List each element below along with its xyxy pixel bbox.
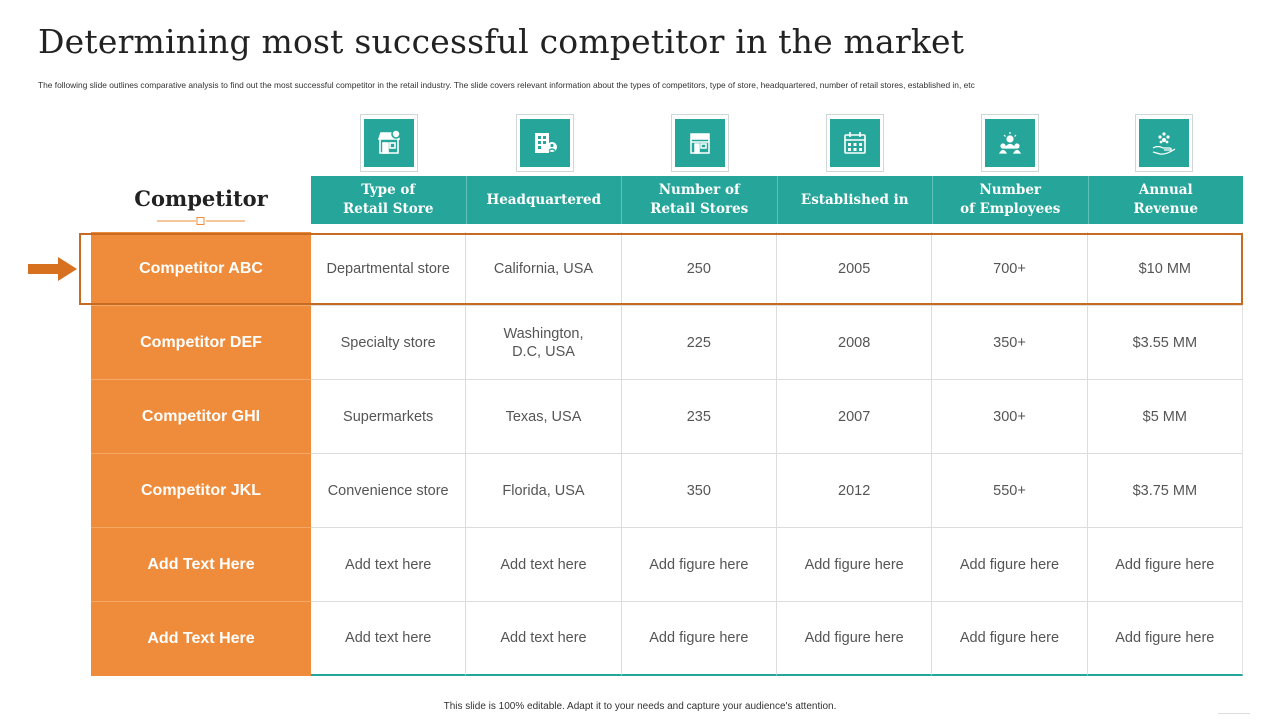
cell-headquartered: Washington, D.C, USA — [466, 306, 622, 380]
competitor-name: Add Text Here — [91, 602, 311, 676]
cell-retail-stores: 225 — [621, 306, 777, 380]
heading-underline-ornament — [157, 217, 245, 225]
cell-revenue: Add figure here — [1087, 528, 1243, 602]
cell-retail-stores: 350 — [621, 454, 777, 528]
revenue-hand-icon — [1152, 132, 1176, 155]
cell-headquartered: Add text here — [466, 528, 622, 602]
calendar-icon — [844, 132, 866, 154]
cell-store-type: Add text here — [311, 528, 467, 602]
team-icon — [998, 132, 1022, 154]
cell-established: 2007 — [776, 380, 933, 454]
column-header-established: Established in — [778, 176, 933, 224]
team-icon-box — [981, 114, 1039, 172]
cell-established: 2005 — [776, 232, 933, 306]
cell-revenue: Add figure here — [1087, 602, 1243, 676]
shop-front-icon — [690, 133, 710, 154]
cell-revenue: $3.55 MM — [1087, 306, 1243, 380]
table-row: Competitor JKL Convenience store Florida… — [91, 454, 1243, 528]
cell-employees: 700+ — [932, 232, 1088, 306]
cell-store-type: Convenience store — [311, 454, 467, 528]
cell-employees: 350+ — [932, 306, 1088, 380]
cell-headquartered: California, USA — [466, 232, 622, 306]
table-row: Competitor GHI Supermarkets Texas, USA 2… — [91, 380, 1243, 454]
cell-employees: Add figure here — [932, 528, 1088, 602]
column-header-retail-stores: Number of Retail Stores — [622, 176, 778, 224]
cell-retail-stores: 250 — [621, 232, 777, 306]
cell-established: Add figure here — [776, 602, 933, 676]
competitor-column-title: Competitor — [134, 186, 268, 211]
competitor-name: Competitor ABC — [91, 232, 311, 306]
competitor-name: Competitor JKL — [91, 454, 311, 528]
slide-title: Determining most successful competitor i… — [38, 22, 965, 61]
revenue-hand-icon-box — [1135, 114, 1193, 172]
cell-headquartered: Florida, USA — [466, 454, 622, 528]
cell-store-type: Specialty store — [311, 306, 467, 380]
cell-store-type: Supermarkets — [311, 380, 467, 454]
cell-employees: 300+ — [932, 380, 1088, 454]
slide-subtitle: The following slide outlines comparative… — [38, 80, 975, 90]
competitor-name: Add Text Here — [91, 528, 311, 602]
cell-store-type: Add text here — [311, 602, 467, 676]
competitor-name: Competitor DEF — [91, 306, 311, 380]
competitor-name: Competitor GHI — [91, 380, 311, 454]
table-row: Competitor ABC Departmental store Califo… — [91, 232, 1243, 306]
column-header-employees: Number of Employees — [933, 176, 1089, 224]
cell-established: 2012 — [776, 454, 933, 528]
cell-revenue: $3.75 MM — [1087, 454, 1243, 528]
cell-retail-stores: 235 — [621, 380, 777, 454]
arrow-right-icon — [28, 257, 77, 281]
column-header-headquartered: Headquartered — [467, 176, 622, 224]
cell-store-type: Departmental store — [311, 232, 467, 306]
table-row: Competitor DEF Specialty store Washingto… — [91, 306, 1243, 380]
cell-established: Add figure here — [776, 528, 933, 602]
store-icon — [377, 129, 401, 154]
column-header-store-type: Type of Retail Store — [311, 176, 467, 224]
calendar-icon-box — [826, 114, 884, 172]
cell-retail-stores: Add figure here — [621, 602, 777, 676]
column-header-revenue: Annual Revenue — [1133, 182, 1198, 217]
slide-footer-note: This slide is 100% editable. Adapt it to… — [443, 701, 837, 712]
office-building-icon-box — [516, 114, 574, 172]
cell-employees: 550+ — [932, 454, 1088, 528]
cell-headquartered: Add text here — [466, 602, 622, 676]
cell-retail-stores: Add figure here — [621, 528, 777, 602]
store-icon-box — [360, 114, 418, 172]
cell-established: 2008 — [776, 306, 933, 380]
cell-revenue: $10 MM — [1087, 232, 1243, 306]
comparison-table: Competitor ABC Departmental store Califo… — [91, 232, 1243, 676]
office-building-icon — [535, 133, 557, 153]
cell-employees: Add figure here — [932, 602, 1088, 676]
table-row: Add Text Here Add text here Add text her… — [91, 602, 1243, 676]
cell-headquartered: Texas, USA — [466, 380, 622, 454]
cell-revenue: $5 MM — [1087, 380, 1243, 454]
table-row: Add Text Here Add text here Add text her… — [91, 528, 1243, 602]
shop-front-icon-box — [671, 114, 729, 172]
corner-divider — [1218, 713, 1250, 714]
table-header: Type of Retail Store Headquartered Numbe… — [311, 176, 1243, 224]
